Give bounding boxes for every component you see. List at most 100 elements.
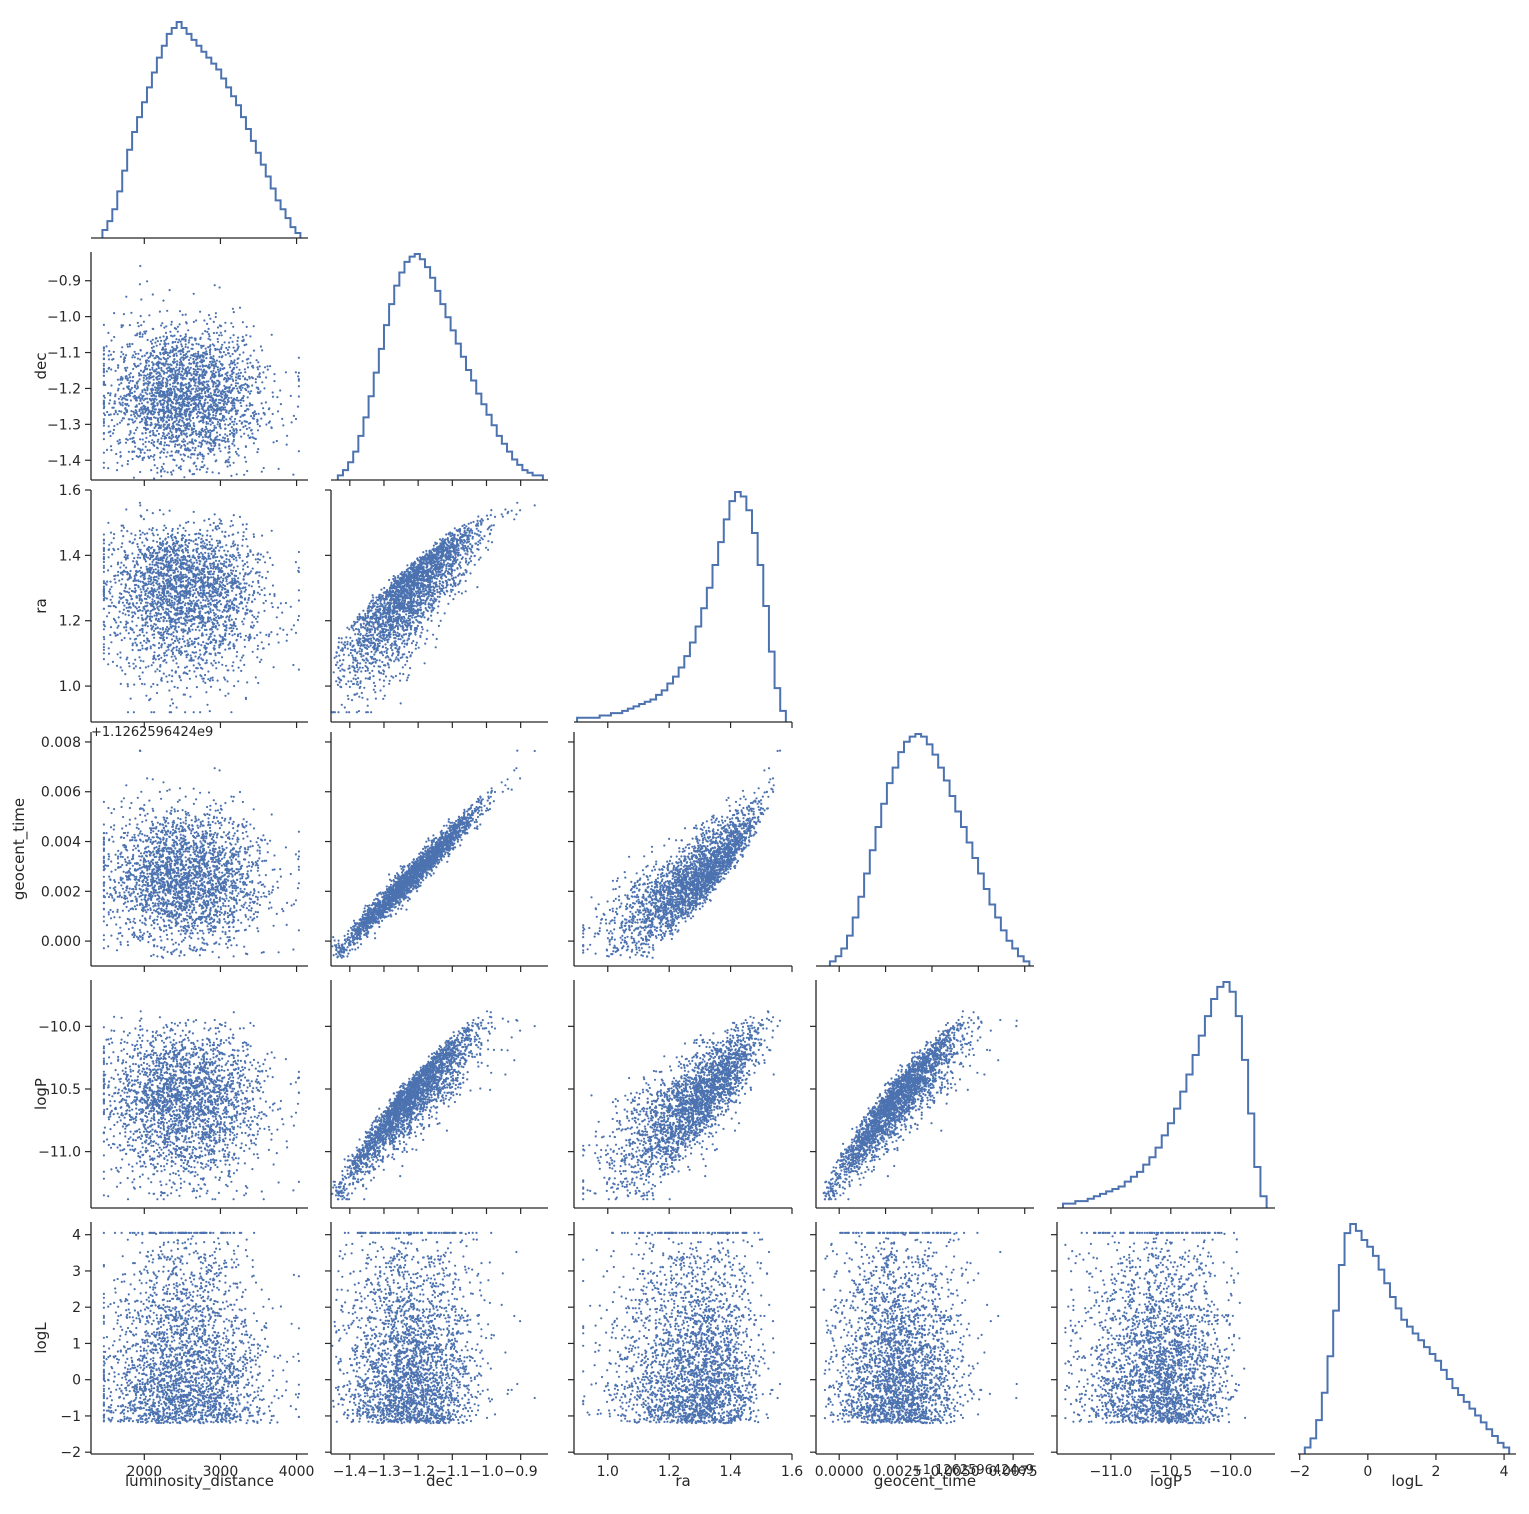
sample-point — [120, 326, 123, 329]
sample-point — [238, 583, 241, 586]
sample-point — [162, 425, 165, 428]
sample-point — [239, 371, 242, 374]
sample-point — [182, 402, 185, 405]
sample-point — [185, 390, 188, 393]
sample-point — [230, 401, 233, 405]
sample-point — [159, 351, 162, 354]
sample-point — [155, 344, 158, 347]
sample-point — [198, 555, 201, 559]
sample-point — [195, 651, 198, 654]
sample-point — [206, 534, 209, 537]
sample-point — [224, 392, 227, 395]
sample-point — [120, 529, 123, 532]
sample-point — [202, 455, 205, 458]
sample-point — [204, 604, 207, 607]
sample-point — [232, 599, 235, 602]
sample-point — [181, 400, 185, 403]
sample-point — [117, 442, 120, 445]
sample-point — [179, 390, 182, 393]
sample-point — [139, 397, 142, 400]
sample-point — [125, 629, 128, 632]
sample-point — [213, 594, 216, 597]
sample-point — [117, 364, 120, 367]
sample-point — [212, 521, 215, 525]
sample-point — [146, 401, 149, 404]
sample-point — [194, 584, 197, 587]
sample-point — [138, 374, 141, 377]
sample-point — [207, 599, 210, 602]
sample-point — [203, 464, 206, 467]
sample-point — [231, 362, 234, 365]
sample-point — [258, 593, 261, 596]
sample-point — [221, 374, 224, 377]
sample-point — [210, 552, 213, 556]
sample-point — [297, 566, 300, 569]
sample-point — [141, 389, 144, 392]
sample-point — [260, 588, 263, 592]
sample-point — [176, 388, 179, 391]
sample-point — [124, 377, 127, 380]
sample-point — [158, 669, 161, 673]
sample-point — [161, 580, 164, 583]
sample-point — [213, 284, 216, 287]
sample-point — [160, 324, 163, 327]
sample-point — [185, 386, 188, 389]
sample-point — [227, 424, 230, 427]
sample-point — [226, 438, 230, 441]
sample-point — [260, 417, 263, 420]
sample-point — [153, 400, 156, 403]
sample-point — [165, 661, 168, 664]
sample-point — [242, 375, 245, 378]
sample-point — [102, 431, 105, 435]
sample-point — [169, 623, 172, 626]
sample-point — [249, 335, 252, 338]
sample-point — [158, 642, 161, 645]
sample-point — [140, 515, 143, 518]
sample-point — [185, 619, 188, 622]
sample-point — [120, 382, 123, 385]
sample-point — [132, 560, 135, 563]
sample-point — [139, 393, 142, 396]
sample-point — [152, 584, 155, 587]
sample-point — [151, 511, 154, 515]
sample-point — [218, 539, 221, 543]
sample-point — [157, 367, 160, 370]
sample-point — [233, 444, 236, 447]
sample-point — [161, 634, 164, 637]
sample-point — [236, 382, 240, 385]
sample-point — [197, 398, 200, 401]
sample-point — [169, 363, 172, 366]
sample-point — [177, 372, 180, 375]
sample-point — [119, 682, 122, 686]
sample-point — [180, 431, 183, 434]
sample-point — [162, 398, 165, 401]
sample-point — [186, 442, 189, 445]
sample-point — [203, 542, 206, 545]
sample-point — [110, 585, 113, 588]
sample-point — [213, 588, 216, 591]
sample-point — [257, 368, 260, 371]
sample-point — [190, 565, 193, 568]
sample-point — [219, 369, 222, 372]
sample-point — [218, 447, 221, 450]
sample-point — [200, 675, 203, 678]
sample-point — [156, 417, 159, 420]
sample-point — [241, 386, 244, 389]
sample-point — [147, 380, 150, 383]
sample-point — [204, 390, 207, 394]
sample-point — [172, 551, 175, 554]
sample-point — [134, 445, 137, 448]
sample-point — [258, 391, 261, 394]
sample-point — [217, 391, 220, 394]
sample-point — [175, 645, 178, 648]
sample-point — [159, 336, 162, 339]
sample-point — [163, 524, 166, 527]
sample-point — [219, 367, 222, 370]
sample-point — [143, 639, 146, 643]
sample-point — [203, 519, 206, 522]
sample-point — [153, 633, 156, 636]
sample-point — [179, 360, 183, 363]
sample-point — [175, 621, 178, 624]
sample-point — [117, 366, 120, 369]
